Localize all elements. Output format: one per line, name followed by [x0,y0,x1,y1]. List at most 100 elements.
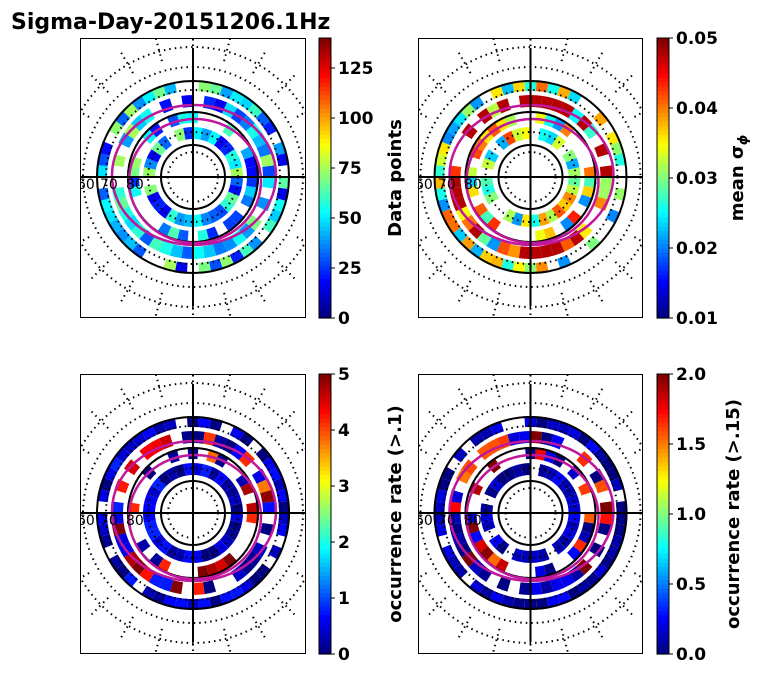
colorbar-step [657,156,669,162]
heatmap-cell [246,177,259,188]
meridian-dotted [457,50,472,74]
meridian-dotted [277,261,297,281]
heatmap-cell [484,191,499,205]
heatmap-cell [480,503,494,513]
colorbar: 0.0 0.5 1.0 1.5 2.0 occurrence rate (>.15) [656,365,744,665]
colorbar-step [319,208,331,214]
heatmap-cell [545,130,559,146]
colorbar-step [319,151,331,157]
lat-label: 70 [100,177,118,193]
colorbar-step [657,579,669,585]
meridian-dotted [89,261,109,281]
colorbar-step [657,465,669,471]
colorbar-step [319,287,331,293]
heatmap-cell [262,501,275,513]
meridian-dotted [154,374,163,398]
heatmap-cell [193,582,205,595]
meridian-dotted [296,236,306,244]
colorbar-step [319,549,331,554]
heatmap-cell [484,485,499,499]
heatmap-cell [122,102,139,119]
colorbar-step [319,562,331,568]
heatmap-cell [238,115,255,132]
plot-frame [418,374,643,654]
colorbar-step [657,632,669,638]
heatmap-cell [165,208,179,224]
heatmap-cell [565,157,580,170]
colorbar-step [319,73,331,78]
meridian-dotted [492,374,501,398]
heatmap-cell [496,576,511,592]
heatmap-cell [576,558,593,575]
heatmap-cell [193,127,203,140]
colorbar-step [657,116,669,122]
colorbar-step [657,413,669,419]
heatmap-cell [183,214,193,227]
heatmap-cell [459,102,476,119]
colorbar-step [657,444,669,449]
colorbar-step [657,544,669,550]
heatmap-cell [583,166,597,177]
colorbar-label: mean σϕ [727,135,751,222]
heatmap-cell [246,502,259,513]
heatmap-cell [534,111,547,125]
colorbar-step [319,553,331,559]
heatmap-cell [565,184,580,197]
heatmap-cell [122,571,139,588]
heatmap-cell [198,416,212,429]
colorbar-step [657,239,669,245]
heatmap-cell [219,198,235,213]
heatmap-cell [96,164,108,177]
colorbar-step [319,614,331,620]
meridian-dotted [614,409,634,429]
heatmap-cell [151,141,167,156]
colorbar-tick-label: 0.03 [676,169,718,189]
heatmap-cell [219,534,235,549]
colorbar-step [319,619,331,624]
colorbar-step [319,444,331,449]
colorbar-step [319,112,331,118]
heatmap-cell [197,565,210,579]
heatmap-cell [599,501,613,513]
colorbar-step [657,640,669,646]
heatmap-cell [540,580,554,595]
heatmap-cell [247,102,264,119]
colorbar-step [657,601,669,607]
colorbar-step [657,400,669,406]
heatmap-cell [480,513,494,523]
colorbar-tick-label: 0.01 [676,309,718,329]
colorbar-step [657,291,669,297]
heatmap-cell [143,167,156,177]
heatmap-cell [452,227,468,244]
colorbar-step [319,509,331,515]
colorbar-step [319,252,331,258]
colorbar-step [319,448,331,454]
heatmap-cell [183,127,193,140]
heatmap-cell [169,580,184,595]
heatmap-cell [583,123,600,140]
colorbar-step [657,134,669,140]
colorbar-step [319,592,331,598]
colorbar-step [657,160,669,166]
heatmap-cell [512,597,526,610]
lat-label: 60 [415,513,433,529]
colorbar-step [657,527,669,533]
colorbar-step [319,457,331,463]
heatmap-cell [122,438,139,455]
colorbar-step [657,505,669,511]
meridian-dotted [252,280,267,304]
colorbar-step [657,623,669,629]
colorbar-step [319,527,331,533]
colorbar-step [319,164,331,170]
colorbar-step [657,492,669,498]
colorbar-step [319,505,331,511]
colorbar-step [657,592,669,598]
colorbar-step [319,531,331,537]
colorbar-step [319,230,331,236]
heatmap-cell [246,166,259,177]
heatmap-cell [545,466,559,482]
panel-2: 60 70 80 0.01 0.02 0.03 0.04 0.05 mean σϕ [418,29,751,329]
heatmap-cell [245,123,262,140]
heatmap-cell [468,222,485,239]
heatmap-cell [433,500,446,513]
